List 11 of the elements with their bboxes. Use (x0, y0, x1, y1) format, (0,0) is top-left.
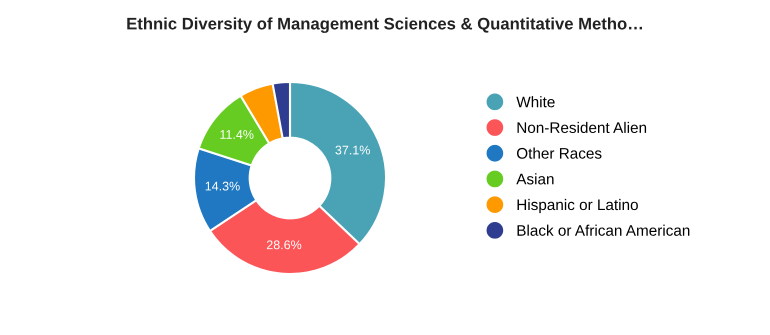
legend-label: Hispanic or Latino (518, 198, 638, 214)
legend-label: White (516, 96, 555, 108)
legend-label: Non-Resident Alien (518, 122, 646, 134)
data-label: 28.6% (266, 240, 302, 250)
chart-title: Ethnic Diversity of Management Sciences & Quantitative Metho… (127, 17, 642, 33)
data-label: 11.4% (220, 130, 254, 139)
legend-label: Other Races (516, 148, 602, 159)
legend-label: Asian (516, 173, 554, 184)
legend-label: Black or African American (518, 224, 690, 236)
data-label: 14.3% (206, 182, 240, 191)
data-label: 37.1% (335, 146, 370, 154)
